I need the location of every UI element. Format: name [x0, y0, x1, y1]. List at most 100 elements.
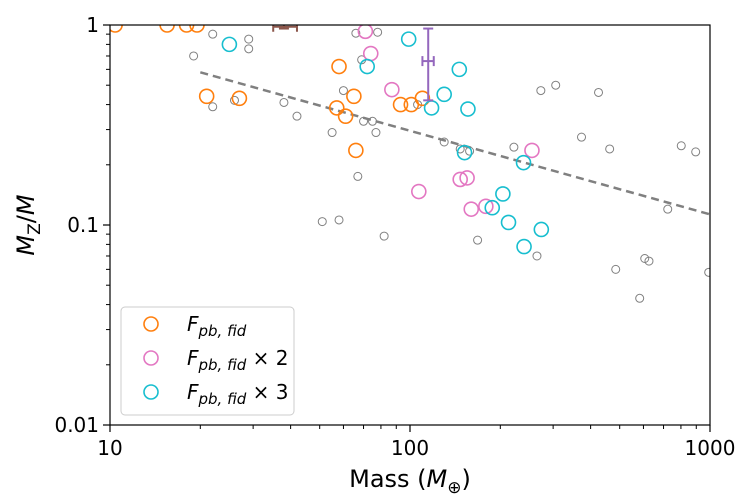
- y-tick-label: 0.1: [67, 213, 99, 237]
- legend-label-fid-x3-base: F: [187, 380, 199, 404]
- background-point: [338, 86, 348, 96]
- background-point: [691, 147, 701, 157]
- series-point-fid-x2: [452, 171, 468, 188]
- x-axis-title-prefix: Mass (: [349, 465, 426, 493]
- y-tick-label: 0.01: [54, 413, 99, 437]
- legend-label-fid-x3-suffix: × 3: [246, 380, 288, 404]
- series-point-fid-x2: [357, 25, 374, 40]
- legend: Fpb, fid Fpb, fid × 2 Fpb, fid × 3: [120, 306, 295, 416]
- x-axis-title: Mass (M⊕): [349, 465, 471, 498]
- legend-label-fid-x2-suffix: × 2: [246, 346, 288, 370]
- series-point-fid-x3: [400, 31, 417, 47]
- background-point: [373, 27, 383, 37]
- series-point-fid-x3: [436, 86, 452, 103]
- legend-label-fid-x3: Fpb, fid × 3: [187, 380, 289, 408]
- series-point-fid: [189, 25, 205, 33]
- background-point: [327, 128, 337, 138]
- series-point-fid: [337, 108, 354, 124]
- legend-box: [120, 306, 295, 416]
- x-axis-title-sub: ⊕: [447, 478, 461, 498]
- y-axis-title-var: M: [12, 235, 40, 256]
- y-axis-title-slash: /: [12, 214, 40, 223]
- background-point: [577, 132, 587, 142]
- y-axis-title-sub: Z: [25, 223, 45, 235]
- background-point: [594, 87, 604, 97]
- background-point: [532, 251, 542, 261]
- series-point-fid-x3: [460, 101, 476, 117]
- background-point: [353, 171, 363, 181]
- series-point-fid-x2: [411, 183, 427, 200]
- background-point: [379, 231, 389, 241]
- series-point-fid-x2: [478, 198, 494, 215]
- legend-label-fid-x3-sub: pb, fid: [198, 390, 247, 408]
- series-point-fid: [331, 58, 347, 75]
- background-point: [279, 97, 289, 107]
- legend-label-fid-base: F: [187, 312, 199, 336]
- legend-label-fid: Fpb, fid: [187, 312, 247, 340]
- background-point: [351, 28, 361, 38]
- series-point-fid-x3: [515, 154, 532, 171]
- series-point-fid-x2: [463, 201, 480, 217]
- background-point: [635, 293, 645, 303]
- series-point-fid-x2: [384, 81, 400, 98]
- legend-label-fid-sub: pb, fid: [198, 322, 247, 340]
- series-point-fid: [231, 90, 248, 107]
- series-point-fid: [328, 100, 345, 116]
- series-point-fid: [392, 96, 409, 113]
- x-axis-title-suffix: ): [462, 465, 471, 493]
- series-point-fid-x3: [456, 144, 473, 161]
- series-point-fid: [110, 25, 123, 33]
- background-point: [704, 267, 710, 277]
- y-axis-title-var2: M: [12, 194, 40, 215]
- series-point-fid: [198, 88, 215, 105]
- background-point: [208, 102, 218, 112]
- x-tick-label: 100: [391, 436, 429, 460]
- background-point: [292, 111, 302, 121]
- series-point-fid-x3: [516, 238, 532, 255]
- background-point: [455, 144, 465, 154]
- series-point-fid: [159, 25, 175, 33]
- legend-marker-fid-x3: [143, 384, 159, 400]
- background-point: [663, 204, 673, 214]
- background-point: [473, 235, 483, 245]
- background-point: [317, 217, 327, 227]
- series-point-fid: [178, 25, 195, 33]
- background-point: [536, 86, 546, 96]
- background-point: [611, 264, 621, 274]
- background-point: [208, 29, 218, 39]
- background-point: [605, 144, 615, 154]
- legend-marker-fid-x2: [143, 350, 159, 366]
- x-tick-label: 10: [97, 436, 122, 460]
- x-axis-title-var: M: [427, 465, 448, 493]
- background-point: [189, 51, 199, 61]
- background-point: [439, 137, 449, 147]
- background-point: [334, 215, 344, 225]
- background-point: [644, 256, 654, 266]
- series-point-fid: [348, 142, 364, 159]
- series-point-fid-x3: [533, 221, 550, 238]
- legend-label-fid-x2-sub: pb, fid: [198, 356, 247, 374]
- series-point-fid-x2: [459, 170, 475, 186]
- series-point-fid-x2: [524, 142, 540, 159]
- background-point: [244, 44, 254, 54]
- series-point-fid-x3: [451, 61, 468, 78]
- trend-line: [199, 71, 710, 216]
- background-point: [551, 80, 561, 90]
- legend-label-fid-x2-base: F: [187, 346, 199, 370]
- background-point: [371, 128, 381, 138]
- x-tick-label: 1000: [685, 436, 736, 460]
- series-point-fid: [414, 90, 431, 107]
- background-point: [244, 34, 254, 44]
- series-point-fid: [346, 88, 362, 105]
- legend-label-fid-x2: Fpb, fid × 2: [187, 346, 289, 374]
- y-tick-label: 1: [86, 13, 99, 37]
- series-point-fid-x3: [484, 199, 501, 216]
- y-axis-title: MZ/M: [12, 194, 45, 255]
- background-point: [509, 142, 519, 152]
- series-point-fid-x3: [495, 186, 511, 202]
- legend-marker-fid: [143, 316, 159, 332]
- series-point-fid-x3: [359, 58, 375, 75]
- series-point-fid-x3: [500, 214, 517, 231]
